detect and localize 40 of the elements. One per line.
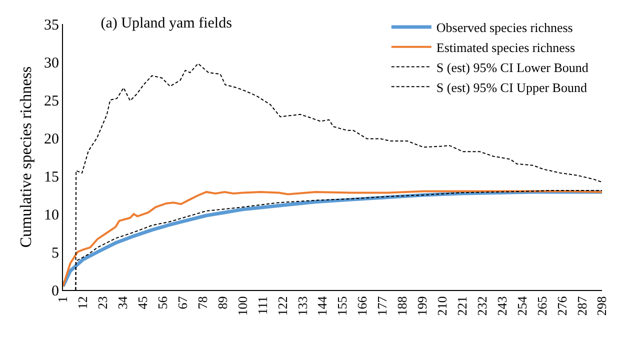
x-tick-label: 276 bbox=[554, 296, 570, 316]
x-tick-label: 122 bbox=[274, 296, 290, 316]
legend-label: Observed species richness bbox=[436, 20, 573, 36]
y-tick-label: 15 bbox=[44, 169, 59, 186]
x-tick-label: 23 bbox=[95, 296, 110, 310]
x-tick-label: 287 bbox=[574, 296, 590, 316]
x-tick-label: 111 bbox=[254, 296, 270, 315]
x-tick-label: 243 bbox=[494, 296, 510, 316]
x-tick-label: 12 bbox=[75, 296, 90, 310]
x-tick-label: 144 bbox=[314, 296, 330, 316]
x-tick-label: 45 bbox=[135, 296, 150, 310]
y-axis-title: Cumulative species richness bbox=[18, 66, 35, 248]
legend-label: S (est) 95% CI Lower Bound bbox=[436, 60, 589, 75]
y-tick-label: 35 bbox=[44, 17, 59, 34]
x-tick-label: 67 bbox=[175, 296, 190, 310]
x-tick-label: 188 bbox=[394, 296, 410, 316]
x-tick-label: 254 bbox=[514, 296, 530, 316]
y-tick-label: 5 bbox=[52, 245, 59, 262]
x-tick-label: 177 bbox=[374, 296, 390, 316]
x-tick-label: 34 bbox=[115, 296, 130, 310]
y-tick-label: 10 bbox=[44, 207, 59, 224]
x-tick-label: 298 bbox=[594, 296, 610, 316]
chart-title: (a) Upland yam fields bbox=[100, 15, 232, 32]
x-tick-label: 232 bbox=[474, 296, 490, 316]
y-tick-label: 20 bbox=[44, 131, 59, 148]
x-tick-label: 210 bbox=[434, 296, 450, 316]
x-tick-label: 221 bbox=[454, 296, 470, 316]
x-tick-label: 155 bbox=[334, 296, 350, 316]
x-tick-label: 78 bbox=[194, 296, 210, 310]
x-tick-label: 199 bbox=[414, 296, 430, 316]
x-tick-label: 166 bbox=[354, 296, 370, 316]
y-tick-label: 30 bbox=[44, 55, 59, 72]
x-tick-label: 133 bbox=[294, 296, 310, 316]
x-tick-label: 56 bbox=[155, 296, 170, 310]
x-tick-label: 100 bbox=[234, 296, 250, 316]
x-tick-label: 265 bbox=[534, 296, 550, 316]
x-tick-label: 89 bbox=[214, 296, 230, 310]
y-tick-label: 25 bbox=[44, 93, 59, 110]
legend-label: S (est) 95% CI Upper Bound bbox=[436, 80, 588, 95]
legend-label: Estimated species richness bbox=[436, 40, 576, 55]
